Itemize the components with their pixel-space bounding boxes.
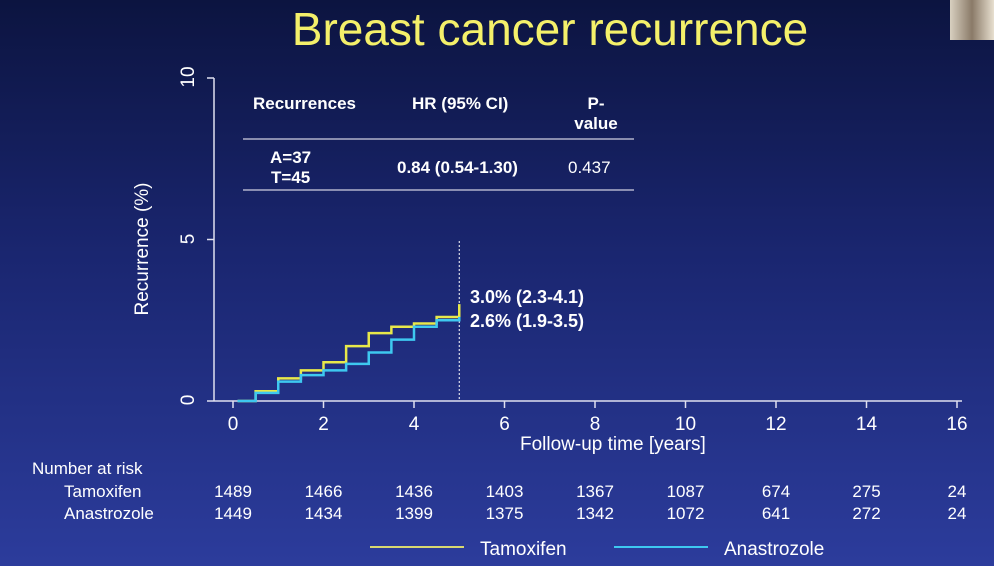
- risk-count: 275: [852, 482, 881, 501]
- slide-title: Breast cancer recurrence: [291, 3, 809, 55]
- risk-count: 641: [761, 504, 791, 523]
- risk-count: 1399: [395, 504, 433, 523]
- risk-count: 1466: [304, 482, 343, 501]
- x-tick-label: 16: [946, 414, 968, 435]
- tamoxifen-annotation: 3.0% (2.3-4.1): [470, 287, 585, 307]
- x-tick-label: 6: [499, 414, 510, 435]
- table-cell-recurrences: A=37 T=45: [270, 148, 312, 187]
- x-tick-label: 0: [227, 414, 239, 435]
- risk-count: 24: [947, 482, 967, 501]
- risk-count: 1403: [485, 482, 524, 501]
- y-tick-label: 5: [178, 233, 199, 244]
- legend-swatch-tamoxifen: [370, 546, 464, 548]
- risk-count: 1436: [395, 482, 433, 501]
- risk-count: 24: [947, 504, 967, 523]
- risk-count: 1072: [666, 504, 705, 523]
- table-header-pvalue: P-value: [574, 94, 618, 133]
- risk-count: 1375: [485, 504, 524, 523]
- table-header-hr: HR (95% CI): [412, 94, 509, 113]
- x-tick-label: 12: [765, 414, 787, 435]
- risk-count: 1367: [576, 482, 614, 501]
- risk-count: 1342: [576, 504, 614, 523]
- presenter-video-thumbnail: [950, 0, 994, 40]
- legend-swatch-anastrozole: [614, 546, 708, 548]
- x-tick-label: 8: [589, 414, 601, 435]
- x-tick-label: 14: [855, 414, 878, 435]
- risk-table-label: Number at risk: [32, 459, 143, 478]
- x-tick-label: 10: [674, 414, 697, 435]
- risk-count: 1087: [666, 482, 705, 501]
- x-axis-label: Follow-up time [years]: [520, 434, 706, 455]
- y-tick-label: 10: [178, 66, 199, 88]
- legend-label-tamoxifen: Tamoxifen: [480, 539, 567, 560]
- risk-count: 1489: [214, 482, 252, 501]
- y-tick-label: 0: [178, 394, 199, 406]
- table-header-recurrences: Recurrences: [253, 94, 357, 113]
- risk-count: 272: [852, 504, 881, 523]
- y-axis-label: Recurrence (%): [132, 182, 153, 316]
- x-tick-label: 2: [318, 414, 329, 435]
- x-tick-label: 4: [408, 414, 420, 435]
- risk-count: 674: [761, 482, 791, 501]
- table-cell-hr: 0.84 (0.54-1.30): [397, 158, 518, 177]
- risk-count: 1434: [304, 504, 343, 523]
- risk-row-label-tamoxifen: Tamoxifen: [64, 482, 142, 501]
- risk-count: 1449: [214, 504, 252, 523]
- table-cell-pvalue: 0.437: [568, 158, 611, 177]
- series-line-tamoxifen: [237, 304, 461, 403]
- anastrozole-annotation: 2.6% (1.9-3.5): [470, 311, 585, 331]
- risk-row-label-anastrozole: Anastrozole: [64, 504, 154, 523]
- legend-label-anastrozole: Anastrozole: [724, 539, 825, 560]
- series-line-anastrozole: [237, 317, 461, 403]
